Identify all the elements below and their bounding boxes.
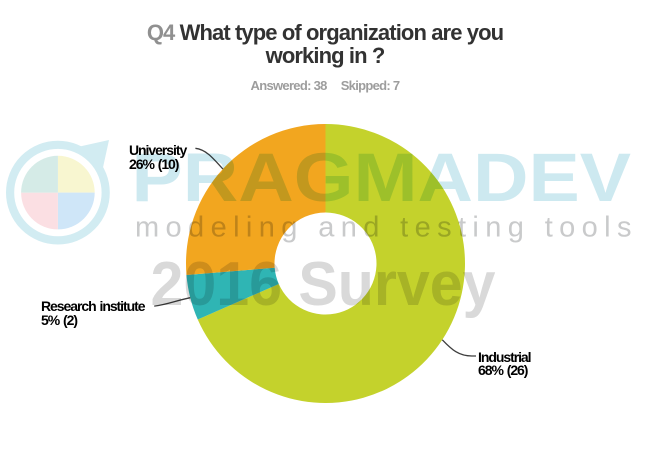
svg-text:2016 Survey: 2016 Survey — [151, 250, 496, 319]
svg-text:PRAGMADEV: PRAGMADEV — [132, 139, 632, 216]
svg-text:modeling and testing tools: modeling and testing tools — [135, 212, 632, 244]
